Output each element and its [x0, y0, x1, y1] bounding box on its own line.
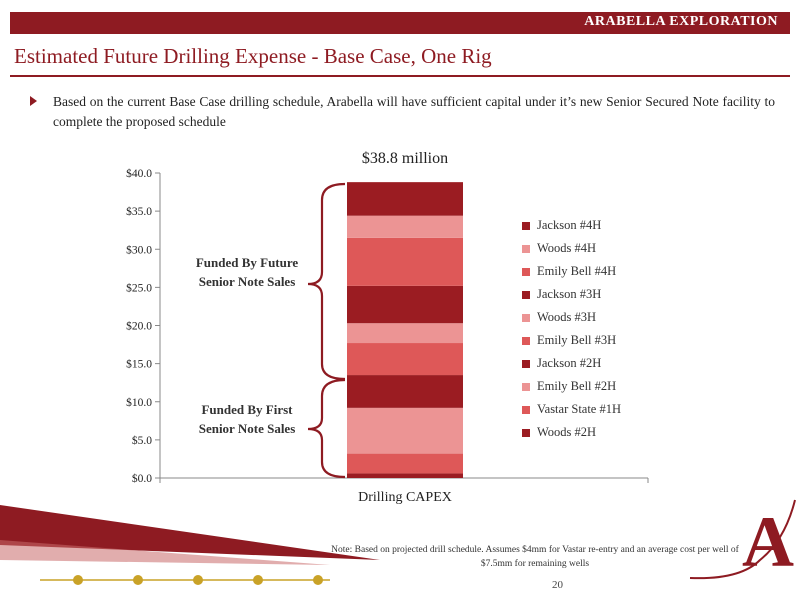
legend-swatch [522, 359, 530, 368]
bar-segment-woods-2h [347, 473, 463, 478]
y-tick-label: $10.0 [126, 396, 152, 409]
footer-swoosh [0, 505, 380, 560]
title-divider [10, 75, 790, 77]
y-tick-label: $5.0 [132, 434, 152, 447]
legend-swatch [522, 382, 530, 391]
bar-segment-woods-3h [347, 323, 463, 344]
brand-name: ARABELLA EXPLORATION [584, 14, 778, 29]
legend-swatch [522, 313, 530, 322]
footnote: Note: Based on projected drill schedule.… [331, 545, 739, 569]
bar-segment-woods-4h [347, 215, 463, 238]
footer-swoosh-light [0, 540, 330, 565]
page-number: 20 [552, 579, 563, 591]
legend-item: Emily Bell #2H [522, 375, 621, 398]
legend-swatch [522, 428, 530, 437]
legend-label: Emily Bell #2H [537, 379, 617, 393]
legend-item: Jackson #4H [522, 214, 621, 237]
y-tick-label: $35.0 [126, 205, 152, 218]
header-bar: ARABELLA EXPLORATION [10, 12, 790, 34]
legend-item: Emily Bell #3H [522, 329, 621, 352]
y-tick-label: $15.0 [126, 358, 152, 371]
stacked-bar [347, 182, 463, 478]
future-funding-label: Funded By Future Senior Note Sales [195, 255, 299, 289]
bar-segment-emily-bell-4h [347, 237, 463, 286]
funding-brackets [307, 182, 346, 479]
legend-label: Woods #3H [537, 310, 597, 324]
bullet-point: Based on the current Base Case drilling … [30, 92, 775, 132]
bracket-bottom [307, 378, 346, 479]
y-tick-label: $20.0 [126, 320, 152, 333]
legend-label: Woods #2H [537, 425, 597, 439]
legend-label: Jackson #3H [537, 287, 602, 301]
legend-swatch [522, 336, 530, 345]
legend-item: Vastar State #1H [522, 398, 621, 421]
legend-label: Jackson #4H [537, 218, 602, 232]
legend-label: Jackson #2H [537, 356, 602, 370]
gold-star-icon [193, 575, 203, 585]
legend-label: Woods #4H [537, 241, 597, 255]
first-funding-label: Funded By First Senior Note Sales [198, 402, 296, 436]
y-tick-label: $0.0 [132, 472, 152, 485]
legend-label: Vastar State #1H [537, 402, 622, 416]
legend-item: Woods #3H [522, 306, 621, 329]
bar-segment-jackson-4h [347, 182, 463, 216]
bar-segment-vastar-state-1h [347, 453, 463, 474]
legend-swatch [522, 221, 530, 230]
legend-item: Woods #4H [522, 237, 621, 260]
legend-label: Emily Bell #4H [537, 264, 617, 278]
legend-swatch [522, 267, 530, 276]
gold-star-icons [73, 575, 323, 585]
y-tick-label: $30.0 [126, 243, 152, 256]
logo-curve [689, 499, 796, 580]
triangle-bullet-icon [30, 96, 37, 106]
bracket-top [307, 182, 346, 381]
gold-star-icon [313, 575, 323, 585]
x-axis-label: Drilling CAPEX [358, 490, 452, 505]
gold-star-icon [133, 575, 143, 585]
page-title: Estimated Future Drilling Expense - Base… [14, 44, 492, 68]
y-tick-label: $25.0 [126, 281, 152, 294]
legend-swatch [522, 244, 530, 253]
gold-star-icon [73, 575, 83, 585]
chart-total-label: $38.8 million [361, 150, 449, 167]
legend-item: Woods #2H [522, 421, 621, 444]
bar-segment-emily-bell-3h [347, 343, 463, 376]
y-tick-label: $40.0 [126, 167, 152, 180]
chart-legend: Jackson #4H Woods #4H Emily Bell #4H Jackso… [522, 214, 621, 444]
bar-segment-jackson-3h [347, 285, 463, 324]
legend-item: Jackson #2H [522, 352, 621, 375]
legend-swatch [522, 405, 530, 414]
logo-letter: A [742, 502, 794, 582]
gold-star-icon [253, 575, 263, 585]
legend-item: Emily Bell #4H [522, 260, 621, 283]
bar-segment-emily-bell-2h [347, 407, 463, 454]
legend-label: Emily Bell #3H [537, 333, 617, 347]
bar-segment-jackson-2h [347, 375, 463, 408]
legend-swatch [522, 290, 530, 299]
bullet-text: Based on the current Base Case drilling … [53, 94, 775, 129]
legend-item: Jackson #3H [522, 283, 621, 306]
